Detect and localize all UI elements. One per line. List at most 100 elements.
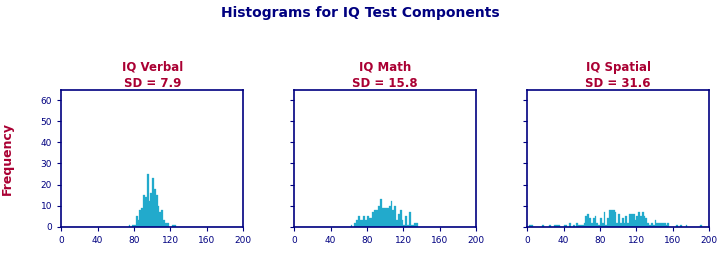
Bar [658, 223, 660, 227]
Bar [413, 225, 414, 227]
Bar [147, 174, 148, 227]
Bar [642, 212, 644, 227]
Bar [593, 218, 595, 227]
Bar [167, 223, 168, 227]
Bar [680, 225, 682, 227]
Bar [569, 223, 571, 227]
Bar [611, 210, 613, 227]
Bar [644, 216, 646, 227]
Bar [647, 223, 649, 227]
Bar [143, 195, 145, 227]
Bar [138, 220, 140, 227]
Bar [416, 223, 418, 227]
Bar [618, 214, 620, 227]
Bar [622, 218, 624, 227]
Bar [613, 210, 615, 227]
Bar [667, 223, 669, 227]
Bar [163, 220, 165, 227]
Bar [606, 225, 607, 227]
Bar [365, 220, 367, 227]
Bar [636, 216, 638, 227]
Bar [174, 225, 176, 227]
Bar [585, 216, 588, 227]
Bar [160, 212, 161, 227]
Title: IQ Spatial
SD = 31.6: IQ Spatial SD = 31.6 [585, 60, 651, 90]
Bar [531, 225, 533, 227]
Bar [596, 223, 598, 227]
Bar [600, 218, 602, 227]
Bar [400, 210, 402, 227]
Bar [356, 220, 358, 227]
Bar [382, 208, 383, 227]
Bar [367, 216, 369, 227]
Bar [549, 225, 551, 227]
Bar [564, 225, 565, 227]
Bar [379, 199, 382, 227]
Bar [554, 225, 557, 227]
Bar [629, 214, 631, 227]
Bar [685, 225, 688, 227]
Bar [633, 214, 634, 227]
Bar [653, 225, 654, 227]
Bar [378, 206, 379, 227]
Bar [578, 225, 580, 227]
Bar [134, 225, 136, 227]
Bar [615, 212, 616, 227]
Bar [572, 225, 575, 227]
Bar [150, 193, 152, 227]
Bar [580, 225, 582, 227]
Bar [156, 195, 158, 227]
Bar [654, 220, 657, 227]
Bar [584, 223, 585, 227]
Bar [603, 212, 606, 227]
Bar [148, 202, 150, 227]
Bar [172, 225, 174, 227]
Title: IQ Math
SD = 15.8: IQ Math SD = 15.8 [352, 60, 418, 90]
Bar [700, 225, 702, 227]
Bar [631, 214, 633, 227]
Bar [360, 220, 361, 227]
Bar [541, 225, 544, 227]
Bar [374, 210, 376, 227]
Bar [657, 223, 658, 227]
Bar [398, 214, 400, 227]
Bar [395, 206, 396, 227]
Bar [409, 212, 410, 227]
Text: Frequency: Frequency [1, 122, 14, 195]
Bar [640, 216, 642, 227]
Bar [387, 208, 389, 227]
Bar [165, 223, 167, 227]
Bar [529, 225, 531, 227]
Bar [627, 223, 629, 227]
Bar [646, 218, 647, 227]
Bar [389, 206, 391, 227]
Bar [402, 220, 403, 227]
Bar [371, 218, 372, 227]
Bar [154, 189, 156, 227]
Bar [140, 210, 141, 227]
Bar [403, 225, 405, 227]
Bar [145, 197, 147, 227]
Bar [664, 223, 665, 227]
Bar [392, 210, 395, 227]
Bar [354, 223, 356, 227]
Bar [351, 225, 352, 227]
Bar [383, 208, 385, 227]
Bar [665, 225, 667, 227]
Bar [602, 223, 603, 227]
Bar [410, 225, 413, 227]
Bar [358, 216, 360, 227]
Bar [582, 225, 584, 227]
Bar [132, 225, 134, 227]
Bar [414, 223, 416, 227]
Bar [136, 216, 138, 227]
Bar [609, 210, 611, 227]
Bar [607, 218, 609, 227]
Text: Histograms for IQ Test Components: Histograms for IQ Test Components [221, 6, 499, 20]
Bar [396, 220, 398, 227]
Bar [565, 225, 567, 227]
Bar [558, 225, 560, 227]
Bar [649, 225, 651, 227]
Bar [626, 216, 627, 227]
Bar [376, 210, 378, 227]
